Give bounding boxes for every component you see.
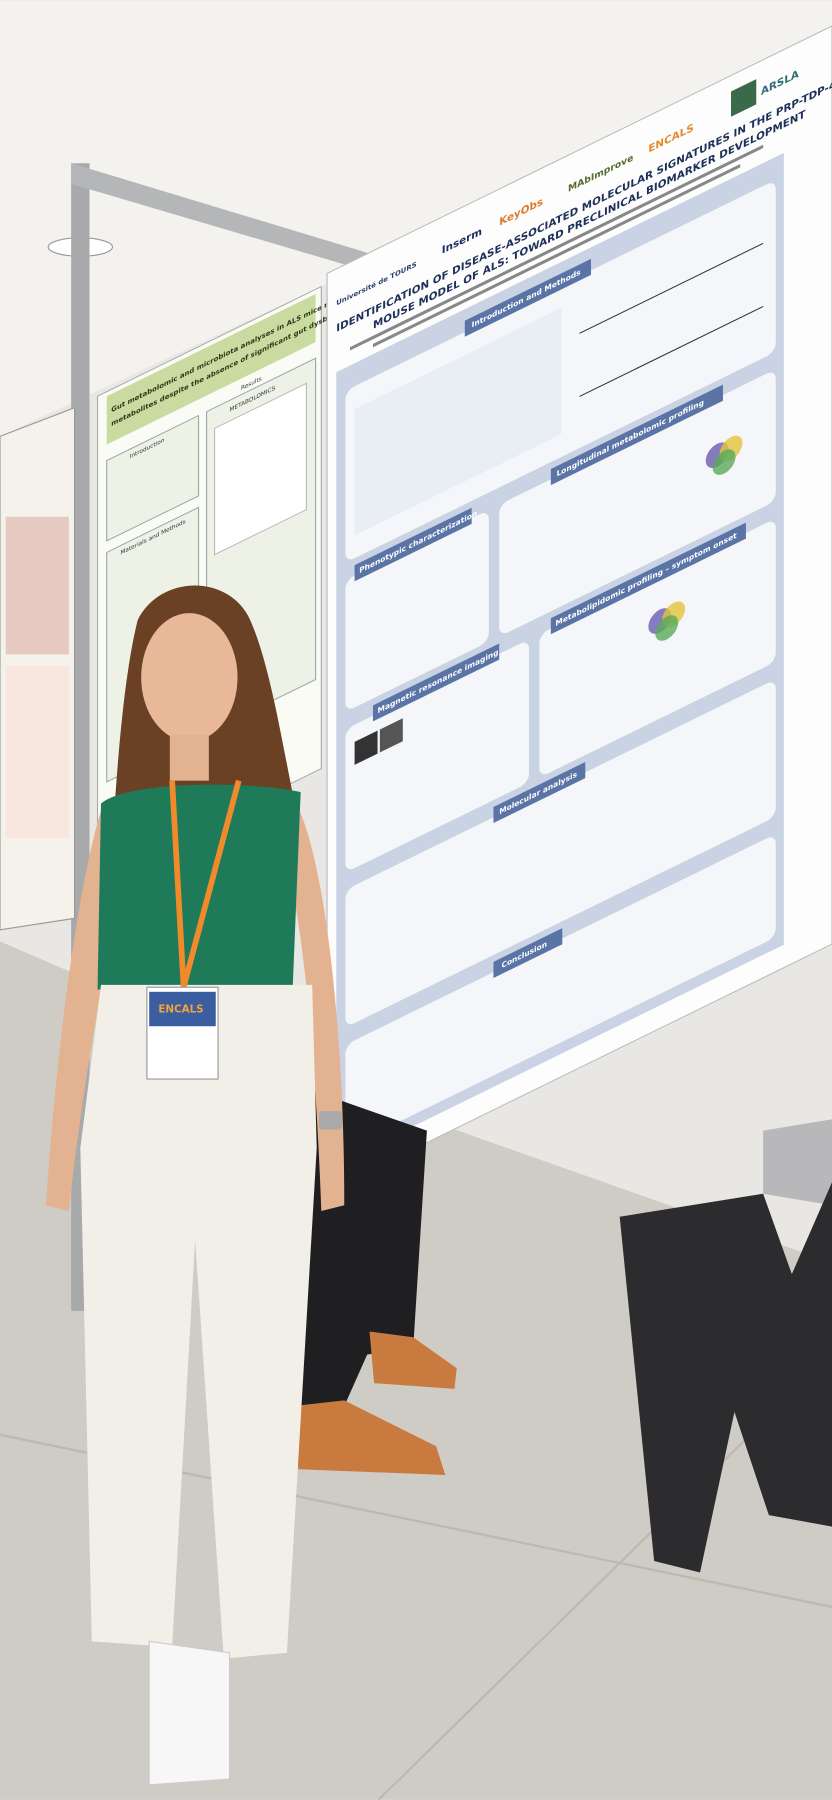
section-box [345,837,776,1145]
section-header [493,928,563,978]
mri-image [354,730,378,765]
timeline [579,305,764,398]
section-box [539,521,776,775]
sneaker [148,1640,231,1786]
venn [655,615,679,641]
arm [289,803,345,1211]
section-header [354,507,472,582]
authors [350,144,764,351]
left-poster-plot [214,382,307,556]
badge-banner [149,991,216,1027]
authors [372,163,741,348]
venn [712,449,736,475]
neck [169,734,209,781]
section-header [550,384,723,486]
person-legs [619,1182,832,1573]
far-left-poster-panel [5,516,69,655]
section-box [345,682,776,1025]
mri-image [379,718,403,753]
far-left-poster-panel [5,665,69,839]
face [141,613,238,742]
ceiling [0,0,832,437]
text-block [354,307,562,536]
trousers [80,984,317,1659]
main-poster: Université de TOURS Inserm KeyObs MAbImp… [326,25,832,1193]
poster-stand-frame [763,1119,832,1206]
section-header [464,258,592,337]
logo-mark [731,79,757,117]
shoe [369,1331,457,1389]
top [97,784,301,990]
timeline [579,242,764,334]
section-box [345,513,489,709]
poster-stand-bar [71,163,368,272]
section-header [493,762,586,824]
left-poster-title-band [106,293,316,445]
section-header [550,522,746,635]
shoe [292,1400,446,1475]
section-box [499,372,776,634]
left-poster-box [106,414,200,542]
section-box [345,642,530,870]
section-header [372,643,500,722]
watch [319,1111,342,1130]
badge-event: ENCALS [158,1003,203,1015]
